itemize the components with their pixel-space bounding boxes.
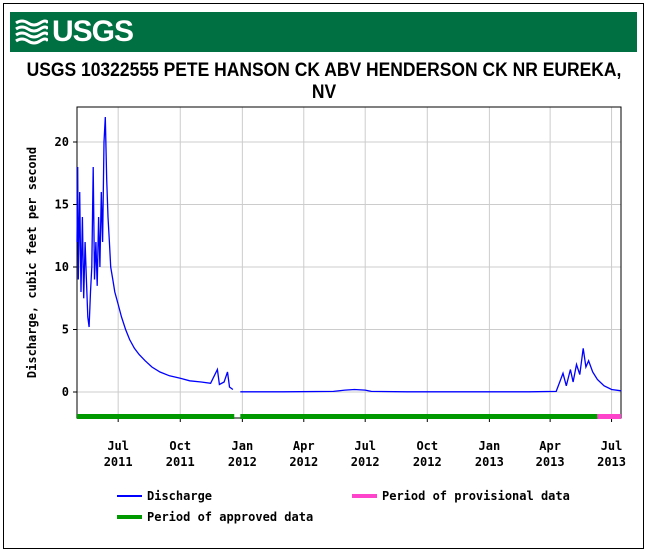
period-bars [77,414,621,419]
usgs-wave-icon [15,19,48,45]
legend-label: Period of approved data [147,510,313,524]
y-tick-label: 5 [62,323,69,337]
x-tick-label-month: Jul [601,439,623,453]
x-tick-label-year: 2013 [597,455,626,469]
x-tick-label-year: 2011 [166,455,195,469]
x-tick-label-year: 2013 [475,455,504,469]
y-tick-label: 10 [55,260,69,274]
figure-frame [3,3,644,549]
usgs-logo: USGS [14,15,134,49]
chart-title: USGS 10322555 PETE HANSON CK ABV HENDERS… [26,60,622,103]
legend-label: Period of provisional data [382,489,570,503]
x-tick-label-month: Apr [539,439,561,453]
x-tick-label-year: 2011 [104,455,133,469]
grid [77,107,621,418]
x-tick-label-month: Jan [232,439,254,453]
y-axis: 0 5 10 15 20 [55,135,77,399]
x-tick-label-year: 2012 [289,455,318,469]
x-axis: Jul 2011 Oct 2011 Jan 2012 Apr 2012 Jul 2012 Oct 20… [104,418,626,469]
x-tick-label-year: 2012 [413,455,442,469]
x-tick-label-month: Jul [354,439,376,453]
x-tick-label-month: Apr [293,439,315,453]
x-tick-label-year: 2012 [228,455,257,469]
logo-text: USGS [52,15,134,48]
x-tick-label-year: 2013 [536,455,565,469]
y-tick-label: 0 [62,385,69,399]
x-tick-label-month: Jan [479,439,501,453]
y-tick-label: 20 [55,135,69,149]
x-tick-label-year: 2012 [351,455,380,469]
x-tick-label-month: Jul [107,439,129,453]
series-line-discharge [76,116,622,393]
series-layer [76,116,622,393]
y-tick-label: 15 [55,198,69,212]
legend-label: Discharge [147,489,212,503]
period-bar [77,414,235,419]
legend: Discharge Period of provisional data Perio… [117,489,570,524]
period-bar [597,414,621,419]
y-axis-label: Discharge, cubic feet per second [25,147,39,378]
period-bar [240,414,598,419]
usgs-banner [10,12,637,52]
x-tick-label-month: Oct [416,439,438,453]
x-tick-label-month: Oct [169,439,191,453]
